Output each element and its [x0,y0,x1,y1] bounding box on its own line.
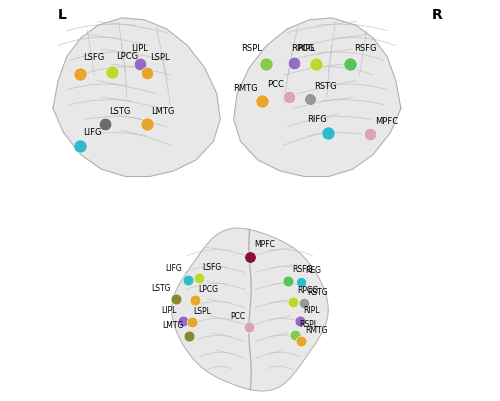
Point [346,61,354,67]
Text: LSFG: LSFG [202,263,222,272]
Text: RIFG: RIFG [307,115,327,124]
Point [258,98,266,104]
Text: LMTG: LMTG [162,322,184,330]
Point [184,277,192,283]
Point [142,70,150,76]
Point [366,131,374,138]
Text: LSPL: LSPL [150,53,170,62]
Point [101,121,109,128]
Point [290,60,298,67]
Point [185,333,193,339]
Text: MPFC: MPFC [375,117,398,126]
Text: RSPL: RSPL [300,320,318,329]
Text: MPFC: MPFC [254,241,275,249]
Text: RSTG: RSTG [308,288,328,297]
Text: RIPL: RIPL [298,44,316,53]
Point [195,275,203,282]
Point [296,278,304,285]
Text: RSPL: RSPL [241,44,262,53]
Point [143,121,151,128]
Text: REG: REG [306,266,322,275]
Point [298,338,306,344]
Point [300,300,308,306]
Point [172,296,180,302]
Point [76,71,84,77]
Point [188,319,196,326]
Point [284,277,292,284]
Text: LSTG: LSTG [109,107,130,116]
Point [190,297,198,303]
Text: RMTG: RMTG [306,326,328,335]
Point [306,96,314,103]
Point [76,143,84,150]
Text: LPCG: LPCG [198,285,218,294]
Point [324,130,332,136]
Text: RIPL: RIPL [304,306,320,315]
Text: LIFG: LIFG [83,128,102,137]
Text: PCC: PCC [230,312,245,321]
Point [285,94,293,100]
Point [246,253,254,260]
Text: RMTG: RMTG [234,84,258,93]
Text: RPCG: RPCG [291,44,314,53]
Text: LMTG: LMTG [151,107,174,116]
Point [108,69,116,75]
Text: PCC: PCC [267,80,284,89]
Text: R: R [432,8,442,22]
Text: LSPL: LSPL [193,307,211,316]
Text: RSFG: RSFG [292,265,312,274]
Text: LIPL: LIPL [132,44,148,53]
Text: RSFG: RSFG [354,44,377,53]
Text: LIFG: LIFG [165,265,182,273]
Point [245,324,253,330]
Text: LSTG: LSTG [151,284,171,293]
Text: L: L [58,8,66,22]
Text: LPCG: LPCG [116,52,138,61]
Point [290,298,298,305]
Point [296,318,304,324]
Point [312,61,320,67]
Point [178,318,186,324]
Text: RSTG: RSTG [314,83,337,91]
Polygon shape [172,228,328,391]
Text: RPCG: RPCG [298,286,318,295]
Point [136,61,143,67]
Text: LSFG: LSFG [84,53,105,62]
Point [292,332,300,338]
Polygon shape [53,18,220,176]
Polygon shape [234,18,401,176]
Point [262,61,270,67]
Text: LIPL: LIPL [162,306,177,315]
